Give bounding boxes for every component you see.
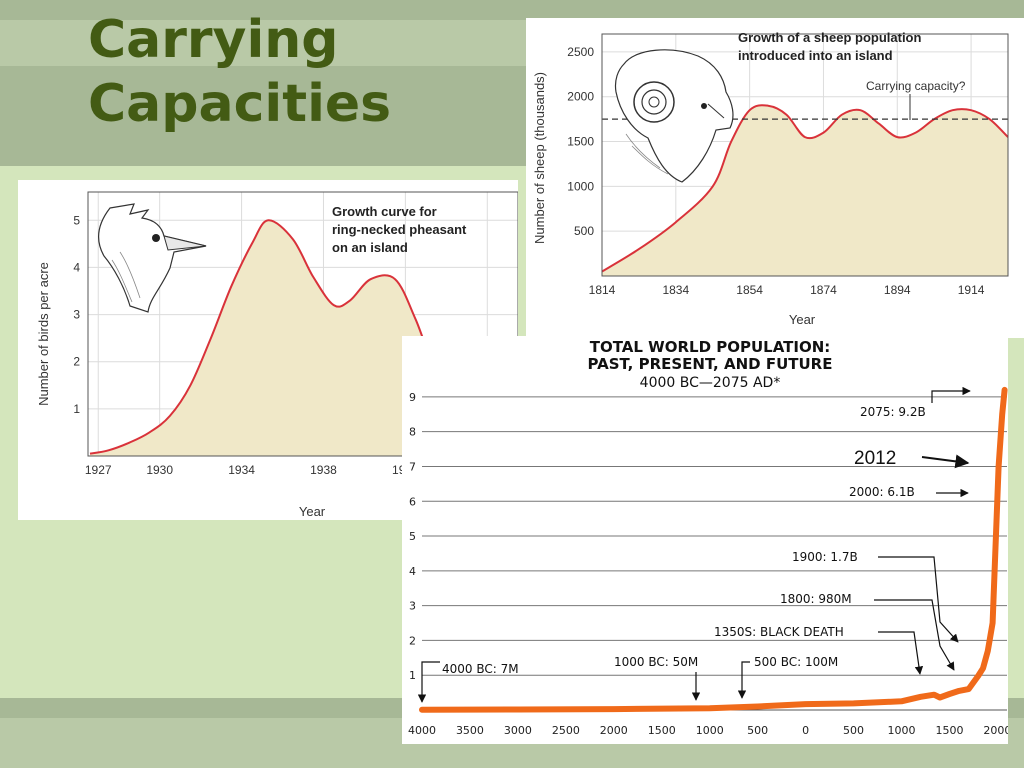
population-x-tick-label: 2500	[552, 724, 580, 737]
population-annotation-arrow	[931, 386, 971, 403]
pheasant-title-line1: Growth curve for	[332, 204, 437, 219]
sheep-y-tick-label: 500	[574, 224, 594, 238]
sheep-y-tick-label: 2500	[567, 45, 594, 59]
pheasant-y-axis-label: Number of birds per acre	[36, 262, 51, 406]
population-y-tick-label: 6	[409, 495, 416, 508]
population-x-tick-label: 1000	[696, 724, 724, 737]
population-x-tick-label: 0	[802, 724, 809, 737]
population-x-tick-label: 1500	[648, 724, 676, 737]
sheep-x-tick-label: 1834	[662, 283, 689, 297]
pheasant-title-line3: on an island	[332, 240, 408, 255]
sheep-x-tick-label: 1874	[810, 283, 837, 297]
population-x-tick-label: 3500	[456, 724, 484, 737]
top-band-dark	[0, 0, 1024, 20]
population-annotation-label: 2075: 9.2B	[860, 405, 926, 419]
population-annotation-label: 4000 BC: 7M	[442, 662, 519, 676]
pheasant-x-tick-label: 1934	[228, 463, 255, 477]
sheep-x-tick-label: 1814	[589, 283, 616, 297]
sheep-y-tick-label: 1000	[567, 179, 594, 193]
pheasant-title-line2: ring-necked pheasant	[332, 222, 467, 237]
population-x-tick-label: 2000	[600, 724, 628, 737]
carrying-capacity-label: Carrying capacity?	[866, 79, 966, 93]
population-x-tick-label: 4000	[408, 724, 436, 737]
population-y-tick-label: 9	[409, 391, 416, 404]
sheep-y-tick-label: 2000	[567, 90, 594, 104]
population-x-tick-label: 1500	[935, 724, 963, 737]
slide-title-line2: Capacities	[88, 74, 392, 134]
world-population-chart: TOTAL WORLD POPULATION: PAST, PRESENT, A…	[408, 338, 1008, 737]
pheasant-y-tick-label: 5	[73, 213, 80, 227]
population-y-tick-label: 3	[409, 600, 416, 613]
sheep-x-tick-label: 1894	[884, 283, 911, 297]
population-annotation-arrow	[737, 661, 750, 699]
slide-title-line1: Carrying	[88, 10, 339, 70]
population-subtitle: 4000 BC—2075 AD*	[640, 375, 781, 391]
population-annotation-label: 2012	[854, 448, 896, 469]
pheasant-y-tick-label: 1	[73, 402, 80, 416]
sheep-title-line1: Growth of a sheep population	[738, 30, 922, 45]
population-annotation-arrow	[878, 631, 924, 675]
population-annotation-label: 1000 BC: 50M	[614, 655, 698, 669]
sheep-chart: 500 1000 1500 2000 2500 1814 1834 1854 1874 1894…	[532, 30, 1009, 327]
population-y-tick-label: 1	[409, 669, 416, 682]
population-annotation-arrow	[878, 556, 959, 643]
slide-title: Carrying Capacities	[88, 8, 391, 136]
population-annotation-label: 2000: 6.1B	[849, 485, 915, 499]
population-line	[419, 386, 1008, 713]
pheasant-plot-frame	[87, 191, 518, 457]
population-title-line2: PAST, PRESENT, AND FUTURE	[588, 355, 833, 373]
sheep-y-tick-label: 1500	[567, 135, 594, 149]
population-x-tick-label: 2000	[983, 724, 1008, 737]
population-annotation-arrow	[921, 454, 970, 469]
population-annotation-label: 1900: 1.7B	[792, 550, 858, 564]
population-annotation-label: 1800: 980M	[780, 592, 852, 606]
sheep-area-fill	[602, 105, 1008, 276]
population-annotation-label: 500 BC: 100M	[754, 655, 838, 669]
sheep-title-line2: introduced into an island	[738, 48, 893, 63]
population-y-tick-label: 7	[409, 460, 416, 473]
pheasant-x-axis-label: Year	[299, 504, 326, 519]
pheasant-y-tick-label: 2	[73, 355, 80, 369]
pheasant-x-tick-label: 1930	[146, 463, 173, 477]
population-y-tick-label: 4	[409, 565, 416, 578]
sheep-head-icon	[614, 49, 734, 183]
population-x-tick-label: 500	[843, 724, 864, 737]
population-x-tick-label: 3000	[504, 724, 532, 737]
population-annotation-arrow	[417, 661, 440, 703]
sheep-x-tick-label: 1854	[736, 283, 763, 297]
population-y-tick-label: 2	[409, 634, 416, 647]
population-y-tick-label: 5	[409, 530, 416, 543]
pheasant-head-icon	[98, 203, 207, 313]
sheep-x-axis-label: Year	[789, 312, 816, 327]
population-annotation-label: 1350S: BLACK DEATH	[714, 625, 844, 639]
pheasant-x-tick-label: 1927	[85, 463, 112, 477]
world-population-chart-panel: TOTAL WORLD POPULATION: PAST, PRESENT, A…	[402, 336, 1008, 744]
population-y-tick-label: 8	[409, 426, 416, 439]
sheep-x-tick-label: 1914	[958, 283, 985, 297]
population-x-tick-label: 500	[747, 724, 768, 737]
pheasant-x-tick-label: 1938	[310, 463, 337, 477]
pheasant-y-tick-label: 4	[73, 260, 80, 274]
sheep-chart-panel: 500 1000 1500 2000 2500 1814 1834 1854 1874 1894…	[526, 18, 1024, 338]
sheep-plot-frame	[601, 33, 1009, 277]
population-annotation-arrow	[874, 599, 955, 671]
pheasant-y-tick-label: 3	[73, 308, 80, 322]
sheep-growth-line	[601, 104, 1009, 273]
population-title-line1: TOTAL WORLD POPULATION:	[590, 338, 831, 356]
population-x-tick-label: 1000	[888, 724, 916, 737]
sheep-y-axis-label: Number of sheep (thousands)	[532, 72, 547, 244]
